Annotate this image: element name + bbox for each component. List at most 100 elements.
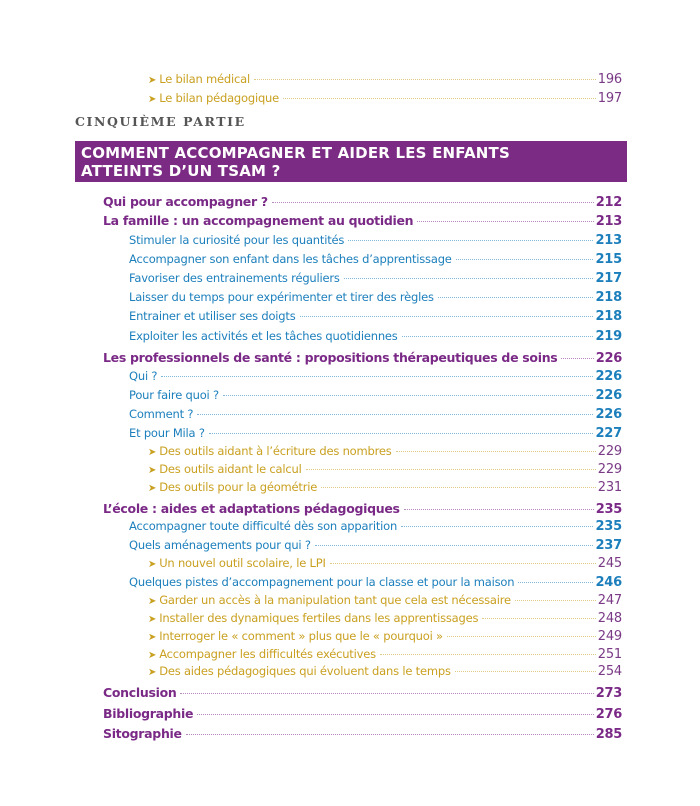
toc-entry[interactable]: ➤ Installer des dynamiques fertiles dans … [148, 609, 622, 627]
toc-entry-title: Pour faire quoi ? [129, 388, 219, 402]
toc-entry[interactable]: ➤ Accompagner les difficultés exécutives 2… [148, 645, 622, 663]
toc-entry[interactable]: Conclusion 273 [103, 684, 622, 702]
toc-entry-title: Le bilan médical [159, 72, 250, 86]
toc-entry[interactable]: ➤ Des outils aidant à l’écriture des nomb… [148, 442, 622, 460]
dot-leader [253, 79, 596, 80]
toc-entry-page: 254 [597, 664, 622, 679]
toc-entry-title: Qui pour accompagner ? [103, 194, 268, 209]
dot-leader [514, 600, 596, 601]
toc-entry-page: 246 [595, 575, 622, 590]
dot-leader [197, 414, 594, 415]
toc-entry-page: 285 [595, 727, 623, 742]
toc-entry-page: 237 [595, 538, 622, 553]
arrow-bullet-icon: ➤ [148, 559, 157, 570]
arrow-bullet-icon: ➤ [148, 650, 157, 661]
toc-entry[interactable]: ➤ Des aides pédagogiques qui évoluent dan… [148, 662, 622, 680]
toc-entry[interactable]: Sitographie 285 [103, 725, 622, 743]
dot-leader [305, 469, 596, 470]
toc-entry-title: Des outils aidant à l’écriture des nombr… [159, 444, 392, 458]
dot-leader [283, 98, 596, 99]
dot-leader [395, 451, 596, 452]
toc-entry-title: Installer des dynamiques fertiles dans l… [159, 611, 479, 625]
toc-entry-page: 215 [595, 252, 622, 267]
dot-leader [401, 336, 594, 337]
toc-entry[interactable]: Entrainer et utiliser ses doigts 218 [129, 307, 622, 325]
toc-entry-title: Comment ? [129, 407, 194, 421]
toc-entry[interactable]: Favoriser des entrainements réguliers 217 [129, 269, 622, 287]
toc-entry[interactable]: Laisser du temps pour expérimenter et ti… [129, 288, 622, 306]
toc-entry-page: 217 [595, 271, 622, 286]
toc-entry-title: Quels aménagements pour qui ? [129, 538, 311, 552]
toc-entry[interactable]: Pour faire quoi ? 226 [129, 386, 622, 404]
toc-entry[interactable]: Comment ? 226 [129, 405, 622, 423]
toc-entry-title: Le bilan pédagogique [159, 91, 280, 105]
arrow-bullet-icon: ➤ [148, 632, 157, 643]
toc-entry[interactable]: Bibliographie 276 [103, 705, 622, 723]
dot-leader [321, 487, 596, 488]
toc-entry-title: Les professionnels de santé : propositio… [103, 350, 558, 365]
dot-leader [455, 259, 594, 260]
toc-entry-page: 229 [597, 444, 622, 459]
dot-leader [482, 618, 596, 619]
dot-leader [329, 563, 596, 564]
toc-entry[interactable]: ➤ Le bilan médical 196 [148, 70, 622, 88]
toc-entry[interactable]: Exploiter les activités et les tâches qu… [129, 327, 622, 345]
toc-entry[interactable]: Qui pour accompagner ? 212 [103, 193, 622, 211]
dot-leader [185, 734, 594, 735]
toc-entry-page: 218 [595, 290, 622, 305]
toc-entry-title: Exploiter les activités et les tâches qu… [129, 329, 398, 343]
dot-leader [161, 376, 594, 377]
toc-entry[interactable]: Accompagner son enfant dans les tâches d… [129, 250, 622, 268]
toc-entry-title: Laisser du temps pour expérimenter et ti… [129, 290, 434, 304]
toc-entry-title: Entrainer et utiliser ses doigts [129, 309, 296, 323]
toc-entry[interactable]: La famille : un accompagnement au quotid… [103, 212, 622, 230]
dot-leader [348, 240, 594, 241]
toc-entry[interactable]: L’école : aides et adaptations pédagogiq… [103, 500, 622, 518]
toc-entry[interactable]: ➤ Garder un accès à la manipulation tant … [148, 591, 622, 609]
toc-entry-page: 235 [595, 502, 623, 517]
dot-leader [180, 693, 594, 694]
part-title-banner: COMMENT ACCOMPAGNER ET AIDER LES ENFANTS… [75, 141, 627, 182]
arrow-bullet-icon: ➤ [148, 667, 157, 678]
toc-entry-title: Accompagner son enfant dans les tâches d… [129, 252, 452, 266]
toc-entry-page: 247 [597, 593, 622, 608]
arrow-bullet-icon: ➤ [148, 483, 157, 494]
toc-entry-title: Accompagner toute difficulté dès son app… [129, 519, 398, 533]
toc-entry-page: 196 [597, 72, 622, 87]
toc-entry-title: Bibliographie [103, 706, 194, 721]
toc-entry-title: Et pour Mila ? [129, 426, 205, 440]
toc-entry-page: 213 [595, 233, 622, 248]
toc-entry[interactable]: ➤ Des outils aidant le calcul 229 [148, 460, 622, 478]
toc-entry[interactable]: Et pour Mila ? 227 [129, 424, 622, 442]
toc-entry-page: 251 [597, 647, 622, 662]
dot-leader [222, 395, 594, 396]
toc-entry-title: Favoriser des entrainements réguliers [129, 271, 340, 285]
arrow-bullet-icon: ➤ [148, 614, 157, 625]
part-title-line: ATTEINTS D’UN TSAM ? [81, 162, 281, 180]
toc-entry-page: 245 [597, 556, 622, 571]
toc-entry[interactable]: Les professionnels de santé : propositio… [103, 349, 622, 367]
toc-entry-page: 212 [595, 195, 623, 210]
toc-entry[interactable]: Stimuler la curiosité pour les quantités… [129, 231, 622, 249]
toc-entry-page: 213 [595, 214, 623, 229]
arrow-bullet-icon: ➤ [148, 447, 157, 458]
toc-entry-title: Des outils aidant le calcul [159, 462, 302, 476]
toc-entry-page: 249 [597, 629, 622, 644]
toc-entry[interactable]: Quelques pistes d’accompagnement pour la… [129, 573, 622, 591]
toc-entry-title: Interroger le « comment » plus que le « … [159, 629, 443, 643]
toc-entry-title: Un nouvel outil scolaire, le LPI [159, 556, 326, 570]
arrow-bullet-icon: ➤ [148, 94, 157, 105]
toc-entry[interactable]: Qui ? 226 [129, 367, 622, 385]
toc-entry[interactable]: ➤ Le bilan pédagogique 197 [148, 89, 622, 107]
toc-entry[interactable]: ➤ Un nouvel outil scolaire, le LPI 245 [148, 554, 622, 572]
toc-entry-page: 226 [595, 407, 622, 422]
toc-entry[interactable]: Accompagner toute difficulté dès son app… [129, 517, 622, 535]
toc-entry[interactable]: ➤ Des outils pour la géométrie 231 [148, 478, 622, 496]
dot-leader [401, 526, 594, 527]
toc-entry-title: Conclusion [103, 685, 177, 700]
toc-entry-title: Accompagner les difficultés exécutives [159, 647, 376, 661]
toc-entry[interactable]: ➤ Interroger le « comment » plus que le «… [148, 627, 622, 645]
toc-entry-page: 235 [595, 519, 622, 534]
toc-entry[interactable]: Quels aménagements pour qui ? 237 [129, 536, 622, 554]
toc-entry-title: Garder un accès à la manipulation tant q… [159, 593, 511, 607]
